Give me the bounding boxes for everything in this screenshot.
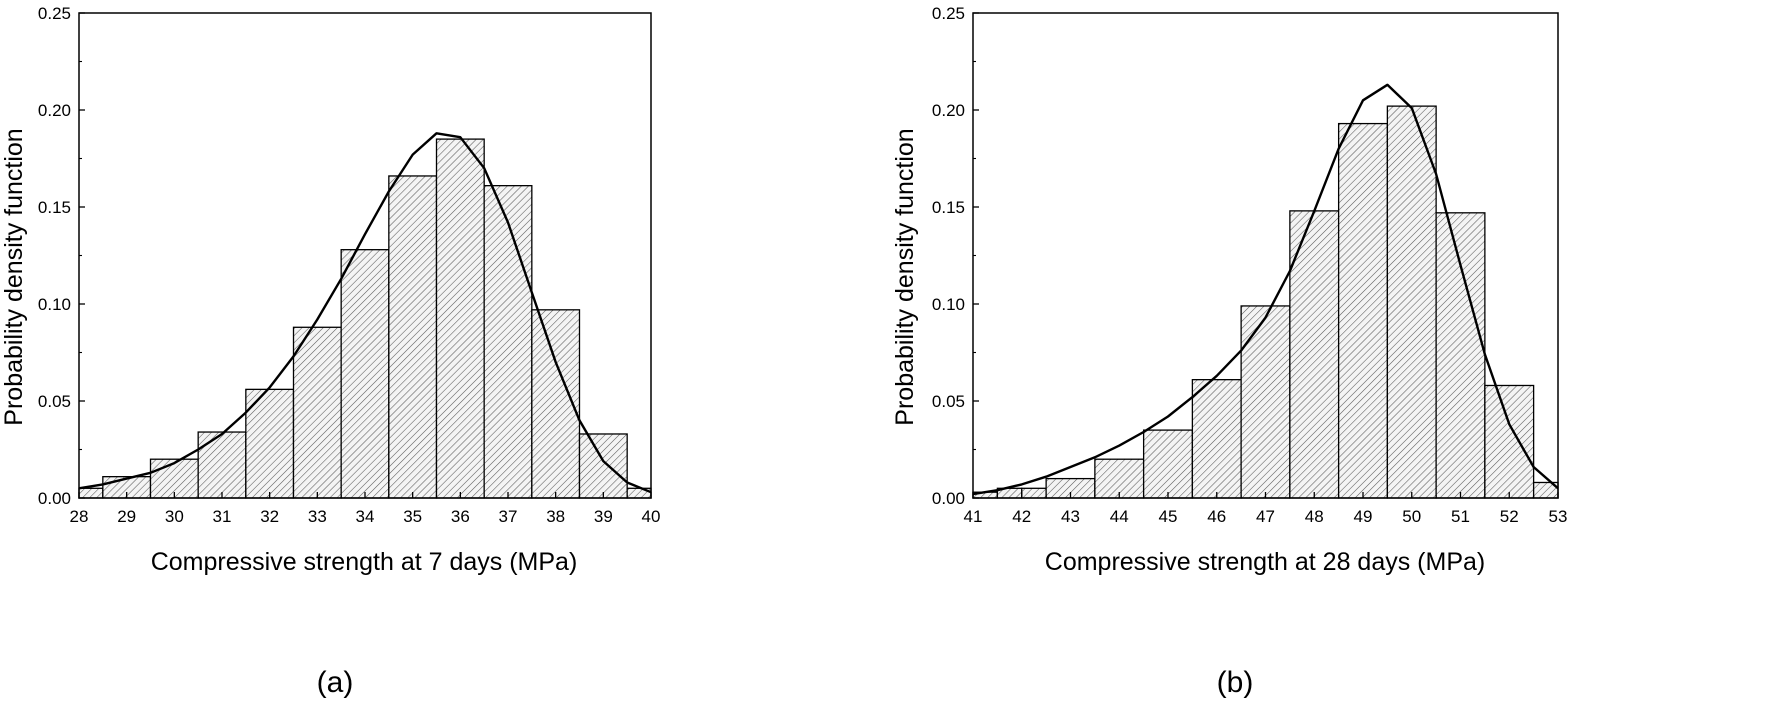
histogram-bar xyxy=(197,431,247,499)
x-tick-label: 50 xyxy=(1402,507,1421,526)
x-tick-label: 31 xyxy=(213,507,232,526)
x-tick-label: 47 xyxy=(1256,507,1275,526)
x-tick-label: 32 xyxy=(260,507,279,526)
x-tick-label: 30 xyxy=(165,507,184,526)
x-tick-label: 29 xyxy=(117,507,136,526)
histogram-bar xyxy=(1240,305,1291,499)
histogram-bar xyxy=(578,433,628,499)
y-axis-label: Probability density function xyxy=(0,128,28,425)
histogram-bar xyxy=(1337,122,1389,499)
y-tick-label: 0.10 xyxy=(932,295,965,314)
x-tick-label: 51 xyxy=(1451,507,1470,526)
histogram-bar xyxy=(388,175,438,499)
x-tick-label: 34 xyxy=(356,507,375,526)
histogram-bar xyxy=(1142,429,1194,499)
x-tick-label: 39 xyxy=(594,507,613,526)
x-tick-label: 53 xyxy=(1549,507,1568,526)
histogram-bar xyxy=(1191,379,1242,499)
histogram-bar xyxy=(1484,384,1535,499)
density-fit-curve xyxy=(972,83,1559,496)
x-tick-label: 46 xyxy=(1207,507,1226,526)
x-tick-label: 40 xyxy=(642,507,661,526)
histogram-bar xyxy=(1021,487,1047,499)
y-tick-label: 0.20 xyxy=(38,101,71,120)
x-tick-label: 52 xyxy=(1500,507,1519,526)
panel-label: (b) xyxy=(1217,666,1254,699)
x-axis-label: Compressive strength at 7 days (MPa) xyxy=(151,548,578,576)
x-tick-label: 44 xyxy=(1110,507,1129,526)
x-tick-label: 45 xyxy=(1159,507,1178,526)
histogram-bar xyxy=(340,249,390,499)
histogram-bar xyxy=(149,458,199,499)
histogram-bar xyxy=(1094,458,1145,499)
x-tick-label: 35 xyxy=(403,507,422,526)
y-tick-label: 0.15 xyxy=(38,198,71,217)
panel-label: (a) xyxy=(317,666,354,699)
x-tick-label: 28 xyxy=(70,507,89,526)
histogram-bar xyxy=(292,326,342,499)
x-tick-label: 38 xyxy=(546,507,565,526)
x-tick-label: 48 xyxy=(1305,507,1324,526)
x-tick-label: 41 xyxy=(964,507,983,526)
density-fit-curve xyxy=(78,132,652,494)
y-tick-label: 0.10 xyxy=(38,295,71,314)
histogram-bar xyxy=(1435,212,1486,499)
y-tick-label: 0.00 xyxy=(932,489,965,508)
histogram-bar xyxy=(435,138,485,499)
histogram-bar xyxy=(78,487,104,499)
x-tick-label: 42 xyxy=(1012,507,1031,526)
y-tick-label: 0.05 xyxy=(932,392,965,411)
x-tick-label: 49 xyxy=(1354,507,1373,526)
y-tick-label: 0.05 xyxy=(38,392,71,411)
y-tick-label: 0.15 xyxy=(932,198,965,217)
histogram-bar xyxy=(1386,105,1437,499)
x-tick-label: 33 xyxy=(308,507,327,526)
x-axis-label: Compressive strength at 28 days (MPa) xyxy=(1045,548,1485,576)
y-tick-label: 0.25 xyxy=(932,4,965,23)
y-tick-label: 0.25 xyxy=(38,4,71,23)
chart-panel-a: Probability density function Compressive… xyxy=(0,4,660,699)
x-tick-label: 37 xyxy=(499,507,518,526)
histogram-bar xyxy=(245,388,295,499)
y-axis-label: Probability density function xyxy=(891,128,919,425)
y-tick-label: 0.20 xyxy=(932,101,965,120)
histogram-bar xyxy=(483,185,533,499)
y-tick-label: 0.00 xyxy=(38,489,71,508)
x-tick-label: 36 xyxy=(451,507,470,526)
chart-panel-b: Probability density function Compressive… xyxy=(891,4,1567,699)
x-tick-label: 43 xyxy=(1061,507,1080,526)
